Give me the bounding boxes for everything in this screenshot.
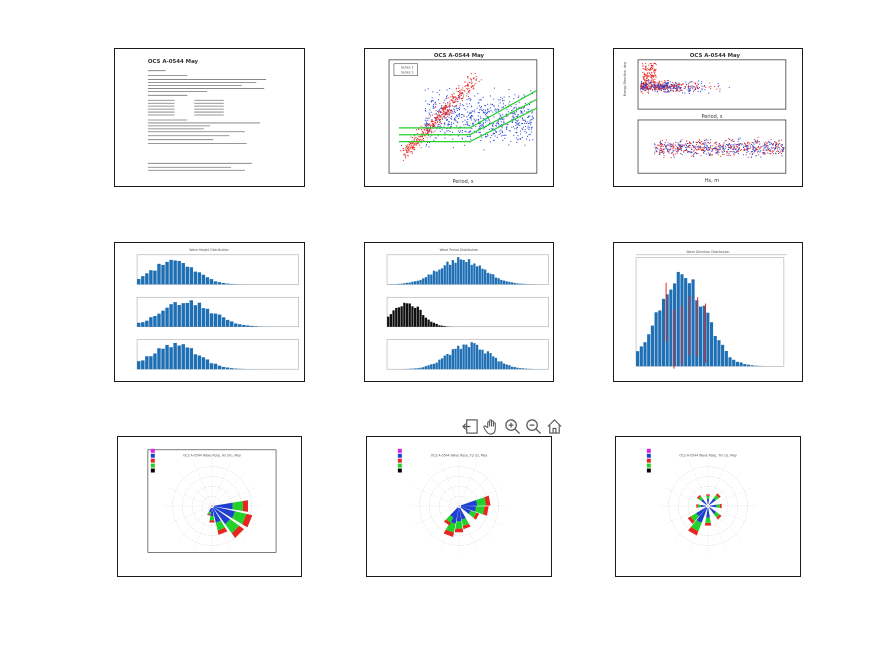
- rose2-title: OCS A-0544 Wave Rose, Tp (s), May: [431, 454, 488, 458]
- figure-toolbar: [461, 416, 564, 436]
- scatter1-legend-2: Series 2: [401, 71, 414, 75]
- hist2-title: Wave Period Distribution: [440, 248, 479, 252]
- height-histogram-thumbnail[interactable]: Wave Height Distribution: [114, 242, 305, 382]
- direction-histogram-thumbnail[interactable]: Wave Direction Distribution: [613, 242, 803, 382]
- pan-button[interactable]: [482, 417, 501, 436]
- hist1-title: Wave Height Distribution: [189, 248, 228, 252]
- rose-tp-plot: OCS A-0544 Wave Rose, Tp (s), May: [397, 448, 509, 556]
- rose-hs-thumbnail[interactable]: OCS A-0544 Wave Rose, Hs (m), May: [117, 436, 302, 577]
- zoom-in-button[interactable]: [503, 417, 522, 436]
- home-button[interactable]: [545, 417, 564, 436]
- scatter2-xlabel-top: Period, s: [701, 114, 722, 120]
- zoom-in-icon: [505, 418, 521, 434]
- home-icon: [547, 418, 562, 434]
- report-page: OCS A-0544 May: [147, 59, 267, 171]
- hist3-title: Wave Direction Distribution: [686, 250, 729, 254]
- direction-histogram: Wave Direction Distribution: [635, 250, 787, 369]
- rose3-title: OCS A-0544 Wave Rose, Tm (s), May: [679, 454, 737, 458]
- scatter1-legend-1: Series 1: [401, 66, 414, 70]
- pan-icon: [483, 418, 496, 435]
- back-button[interactable]: [461, 417, 480, 436]
- report-thumbnail[interactable]: OCS A-0544 May: [114, 48, 305, 187]
- rose-tm-plot: OCS A-0544 Wave Rose, Tm (s), May: [646, 448, 758, 556]
- rose-tm-thumbnail[interactable]: OCS A-0544 Wave Rose, Tm (s), May: [615, 436, 801, 577]
- scatter1-title: OCS A-0544 May: [434, 53, 485, 59]
- scatter-period-thumbnail[interactable]: OCS A-0544 May Series 1 Series 2 Period,…: [364, 48, 554, 187]
- period-histogram-thumbnail[interactable]: Wave Period Distribution: [364, 242, 554, 382]
- period-histogram: Wave Period Distribution: [386, 248, 549, 370]
- scatter-direction-thumbnail[interactable]: OCS A-0544 May Period, s Hs, m Energy Di…: [613, 48, 803, 187]
- rose-tp-thumbnail[interactable]: OCS A-0544 Wave Rose, Tp (s), May: [366, 436, 552, 577]
- report-title: OCS A-0544 May: [148, 59, 199, 65]
- zoom-out-button[interactable]: [524, 417, 543, 436]
- scatter1-xlabel: Period, s: [452, 179, 473, 185]
- scatter2-ylabel: Energy Direction, deg: [623, 62, 627, 96]
- height-histogram: Wave Height Distribution: [136, 248, 299, 370]
- rose1-title: OCS A-0544 Wave Rose, Hs (m), May: [183, 454, 241, 458]
- scatter-direction-plot: OCS A-0544 May Period, s Hs, m Energy Di…: [623, 53, 787, 184]
- scatter-period-plot: OCS A-0544 May Series 1 Series 2 Period,…: [388, 53, 538, 185]
- back-icon: [462, 418, 478, 434]
- scatter2-xlabel-bottom: Hs, m: [705, 178, 719, 184]
- rose-hs-plot: OCS A-0544 Wave Rose, Hs (m), May: [147, 448, 277, 556]
- scatter1-legend: [393, 63, 418, 76]
- scatter2-title: OCS A-0544 May: [690, 53, 741, 59]
- zoom-out-icon: [526, 418, 542, 434]
